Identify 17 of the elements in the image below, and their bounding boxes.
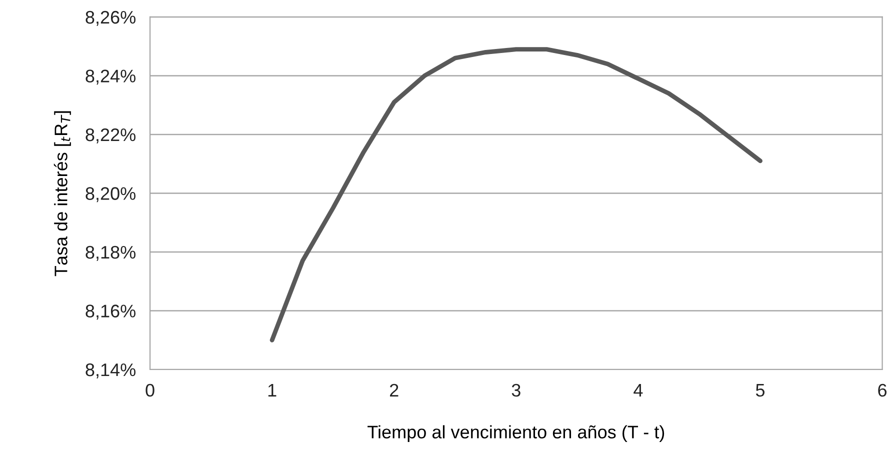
x-tick-label: 0 bbox=[146, 384, 154, 397]
x-tick-label: 5 bbox=[756, 384, 765, 397]
x-tick-label: 3 bbox=[512, 384, 520, 397]
y-tick-label: 8,16% bbox=[86, 304, 136, 320]
x-tick-label: 2 bbox=[390, 384, 398, 396]
y-tick-label: 8,14% bbox=[86, 363, 136, 378]
x-tick-label: 1 bbox=[268, 384, 276, 396]
y-tick-label: 8,24% bbox=[86, 70, 136, 85]
x-tick-label: 4 bbox=[634, 384, 643, 396]
y-axis-title: Tasa de interés [$_{t}$R$_{T}$] bbox=[54, 111, 71, 276]
y-tick-label: 8,20% bbox=[86, 187, 136, 202]
line-series bbox=[270, 47, 762, 342]
y-tick-label: 8,22% bbox=[86, 128, 136, 144]
x-axis-title: Tiempo al vencimiento en años (T - t) bbox=[368, 425, 664, 442]
y-tick-label: 8,26% bbox=[86, 10, 136, 26]
x-tick-label: 6 bbox=[878, 384, 887, 397]
y-tick-label: 8,18% bbox=[86, 246, 136, 261]
